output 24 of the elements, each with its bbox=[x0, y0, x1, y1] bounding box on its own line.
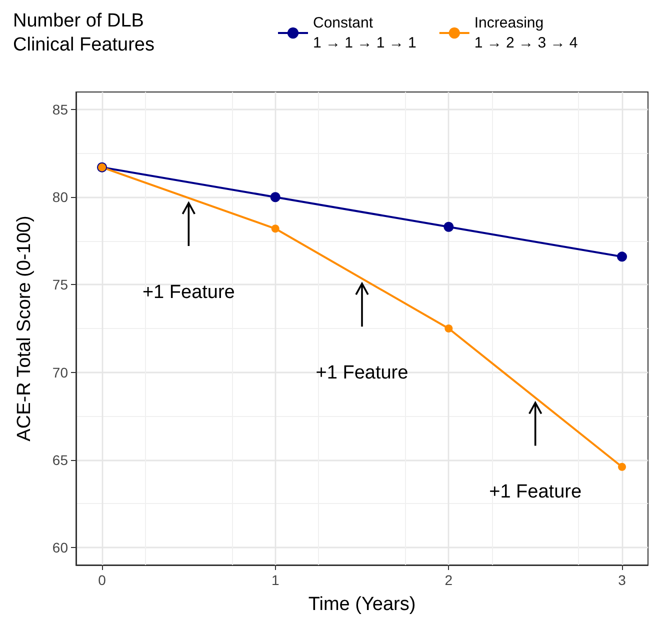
y-tick-label: 60 bbox=[52, 539, 68, 556]
annotation: +1 Feature bbox=[316, 362, 408, 384]
legend-title: Number of DLB Clinical Features bbox=[13, 10, 154, 56]
x-tick-label: 2 bbox=[444, 572, 453, 588]
legend-label: Constant 1 → 1 → 1 → 1 bbox=[313, 14, 416, 52]
point bbox=[444, 222, 454, 232]
y-tick-label: 65 bbox=[52, 452, 68, 468]
legend-label: Increasing 1 → 2 → 3 → 4 bbox=[474, 14, 578, 52]
point bbox=[444, 324, 453, 332]
x-axis-title: Time (Years) bbox=[308, 594, 416, 615]
y-axis-title: ACE-R Total Score (0-100) bbox=[14, 216, 35, 442]
y-tick-label: 70 bbox=[52, 364, 68, 380]
point bbox=[617, 252, 627, 262]
y-tick-label: 80 bbox=[52, 189, 68, 206]
point bbox=[618, 462, 626, 471]
x-tick-label: 3 bbox=[618, 572, 626, 588]
annotation: +1 Feature bbox=[489, 482, 582, 503]
y-tick-label: 85 bbox=[52, 102, 68, 118]
y-tick-label: 75 bbox=[52, 276, 68, 293]
annotation: +1 Feature bbox=[142, 282, 235, 303]
x-tick-label: 1 bbox=[271, 572, 280, 588]
point bbox=[270, 192, 280, 202]
x-tick-label: 0 bbox=[98, 572, 106, 588]
point bbox=[271, 224, 280, 233]
